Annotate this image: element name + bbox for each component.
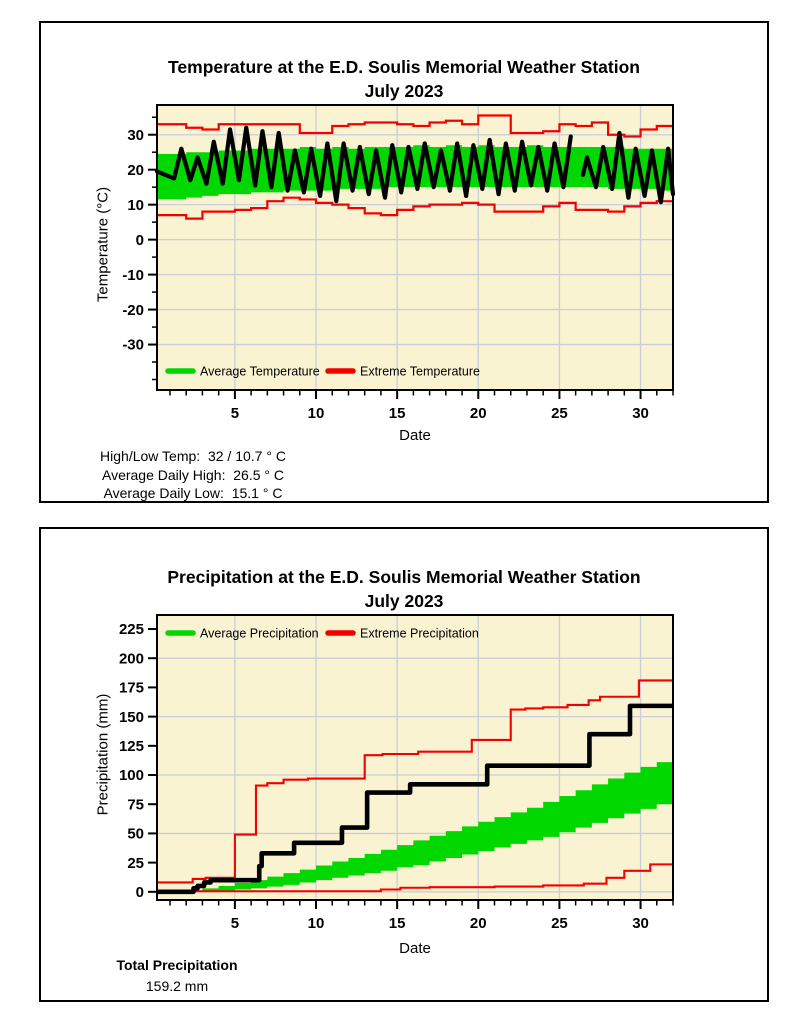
x-tick-label: 20	[470, 405, 487, 422]
x-tick-label: 15	[389, 405, 406, 422]
y-tick-label: 225	[119, 621, 144, 638]
temperature-chart-box: 5 10 15 20 25 30 -30 -20 -10 0 10 20 30 Average Tempe…	[39, 21, 769, 503]
x-tick-label: 15	[389, 915, 406, 932]
legend-label: Average Precipitation	[200, 626, 319, 640]
average-band	[157, 762, 673, 892]
x-tick-label: 10	[308, 915, 325, 932]
x-tick-label: 20	[470, 915, 487, 932]
y-tick-label: 10	[127, 197, 144, 214]
extreme-high-line	[157, 114, 673, 138]
y-tick-label: 75	[127, 796, 144, 813]
x-tick-label: 30	[632, 405, 649, 422]
precipitation-stats: Total Precipitation 159.2 mm	[75, 956, 279, 995]
precipitation-chart-subtitle: July 2023	[364, 591, 444, 611]
y-tick-label: -20	[122, 302, 144, 319]
y-tick-label: 0	[136, 884, 144, 901]
precipitation-x-axis-label: Date	[399, 940, 431, 957]
legend-label: Average Temperature	[200, 364, 320, 378]
plot-border	[156, 614, 674, 901]
observed-temperature-line	[154, 125, 573, 204]
stat-total-precip-label: Total Precipitation	[116, 957, 238, 973]
y-tick-label: 25	[127, 855, 144, 872]
y-tick-label: 125	[119, 738, 144, 755]
x-tick-label: 10	[308, 405, 325, 422]
observed-temperature-line	[580, 130, 676, 205]
temperature-x-axis-label: Date	[399, 427, 431, 444]
temperature-plot: 5 10 15 20 25 30 -30 -20 -10 0 10 20 30 Average Tempe…	[122, 104, 676, 422]
extreme-low-line	[157, 863, 673, 893]
precipitation-y-axis-label: Precipitation (mm)	[94, 693, 112, 816]
temperature-stats: High/Low Temp: 32 / 10.7 ° C Average Dai…	[57, 447, 329, 503]
y-tick-label: 100	[119, 767, 144, 784]
x-tick-label: 5	[231, 405, 239, 422]
y-tick-label: 30	[127, 127, 144, 144]
x-tick-label: 25	[551, 915, 568, 932]
precipitation-plot: 5 10 15 20 25 30 0 25 50 75 100 125 150 175 200 225 Aver…	[119, 614, 674, 932]
plot-border	[156, 104, 674, 391]
x-tick-label: 30	[632, 915, 649, 932]
y-tick-label: 50	[127, 826, 144, 843]
y-tick-label: 150	[119, 709, 144, 726]
temperature-y-axis-label: Temperature (°C)	[94, 186, 112, 303]
x-tick-label: 25	[551, 405, 568, 422]
extreme-low-line	[157, 196, 673, 220]
y-tick-label: 20	[127, 162, 144, 179]
y-tick-label: 200	[119, 650, 144, 667]
temperature-chart-title: Temperature at the E.D. Soulis Memorial …	[168, 57, 640, 77]
stat-high-low-temp: High/Low Temp: 32 / 10.7 ° C	[100, 448, 286, 464]
y-tick-label: -30	[122, 337, 144, 354]
y-tick-label: -10	[122, 267, 144, 284]
extreme-high-line	[157, 679, 673, 884]
temperature-chart-subtitle: July 2023	[364, 81, 444, 101]
stat-average-daily-low: Average Daily Low: 15.1 ° C	[103, 485, 283, 501]
x-tick-label: 5	[231, 915, 239, 932]
stat-total-precip-value: 159.2 mm	[145, 977, 209, 994]
y-tick-label: 175	[119, 680, 144, 697]
observed-precipitation-line	[157, 703, 673, 895]
stat-average-daily-high: Average Daily High: 26.5 ° C	[101, 466, 284, 483]
precipitation-chart-box: 5 10 15 20 25 30 0 25 50 75 100 125 150 175 200 225 Aver…	[39, 527, 769, 1002]
legend-label: Extreme Temperature	[360, 364, 480, 378]
legend-label: Extreme Precipitation	[360, 626, 479, 640]
precipitation-chart-title: Precipitation at the E.D. Soulis Memoria…	[167, 567, 641, 587]
y-tick-label: 0	[136, 232, 144, 249]
